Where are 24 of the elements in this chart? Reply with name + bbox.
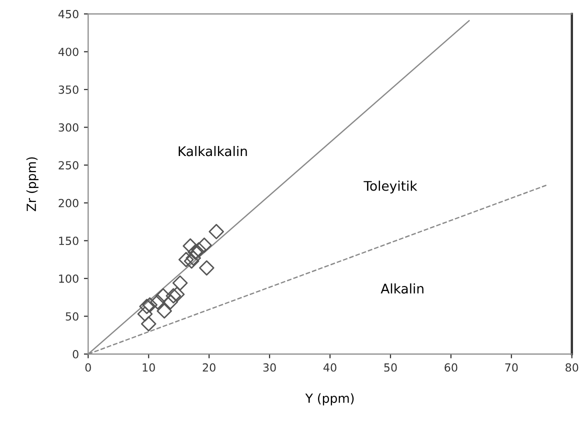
y-tick-label: 400 [58, 48, 78, 56]
y-tick-label: 200 [58, 198, 78, 208]
x-tick-label: 50 [384, 363, 397, 372]
annotation: Toleyitik [364, 180, 418, 194]
x-tick-label: 80 [566, 363, 578, 372]
y-tick-label: 450 [58, 10, 78, 18]
y-tick-label: 150 [59, 236, 78, 246]
y-tick-label: 300 [58, 123, 78, 132]
x-tick-label: 40 [323, 363, 336, 372]
y-axis-title: Zr (ppm) [26, 157, 38, 212]
x-tick-label: 30 [263, 363, 276, 372]
x-tick-label: 0 [85, 363, 91, 372]
x-tick-label: 60 [444, 363, 458, 372]
x-tick-label: 10 [142, 363, 155, 372]
y-tick-label: 350 [58, 85, 78, 94]
y-tick-label: 50 [66, 312, 78, 321]
y-tick-label: 0 [72, 350, 78, 358]
annotation: Kalkalkalin [178, 146, 247, 156]
annotation: Alkalin [380, 283, 424, 294]
y-tick-label: 100 [59, 274, 78, 283]
x-tick-label: 20 [202, 363, 216, 372]
x-axis-title: Y (ppm) [305, 393, 354, 406]
x-tick-label: 70 [505, 363, 518, 372]
y-tick-label: 250 [58, 161, 78, 170]
